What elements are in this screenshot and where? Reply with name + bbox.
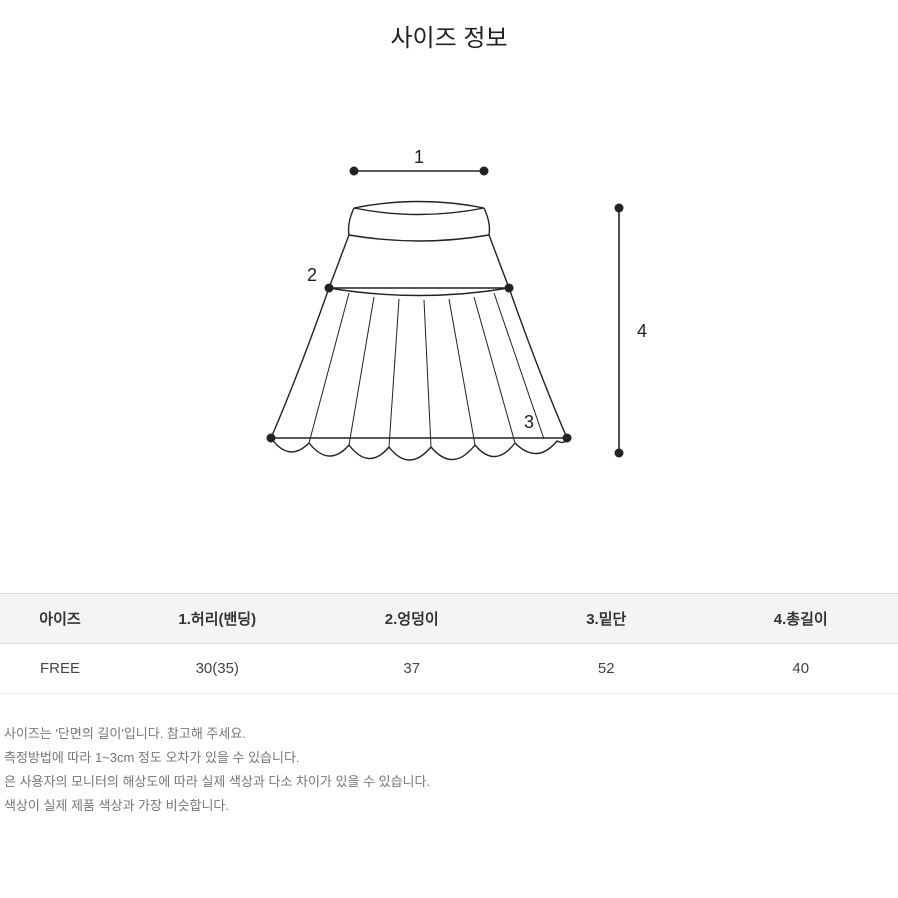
size-diagram: 1 2 3 4 xyxy=(0,93,898,553)
diagram-label-length: 4 xyxy=(637,321,647,341)
note-line: 색상이 실제 제품 색상과 가장 비슷합니다. xyxy=(4,794,898,818)
table-header-row: 아이즈 1.허리(밴딩) 2.엉덩이 3.밑단 4.총길이 xyxy=(0,594,898,644)
cell-hem: 52 xyxy=(509,644,704,694)
note-line: 측정방법에 따라 1~3cm 정도 오차가 있을 수 있습니다. xyxy=(4,746,898,770)
cell-length: 40 xyxy=(704,644,898,694)
col-waist: 1.허리(밴딩) xyxy=(120,594,315,644)
col-length: 4.총길이 xyxy=(704,594,898,644)
page-title: 사이즈 정보 xyxy=(0,0,898,53)
col-size: 아이즈 xyxy=(0,594,120,644)
size-table: 아이즈 1.허리(밴딩) 2.엉덩이 3.밑단 4.총길이 FREE 30(35… xyxy=(0,593,898,694)
cell-hip: 37 xyxy=(315,644,510,694)
table-row: FREE 30(35) 37 52 40 xyxy=(0,644,898,694)
diagram-label-waist: 1 xyxy=(414,147,424,167)
cell-waist: 30(35) xyxy=(120,644,315,694)
cell-size: FREE xyxy=(0,644,120,694)
note-line: 사이즈는 '단면의 길이'입니다. 참고해 주세요. xyxy=(4,722,898,746)
notes-block: 사이즈는 '단면의 길이'입니다. 참고해 주세요. 측정방법에 따라 1~3c… xyxy=(0,722,898,818)
diagram-label-hem: 3 xyxy=(524,412,534,432)
note-line: 은 사용자의 모니터의 해상도에 따라 실제 색상과 다소 차이가 있을 수 있… xyxy=(4,770,898,794)
diagram-label-hip: 2 xyxy=(307,265,317,285)
col-hem: 3.밑단 xyxy=(509,594,704,644)
col-hip: 2.엉덩이 xyxy=(315,594,510,644)
